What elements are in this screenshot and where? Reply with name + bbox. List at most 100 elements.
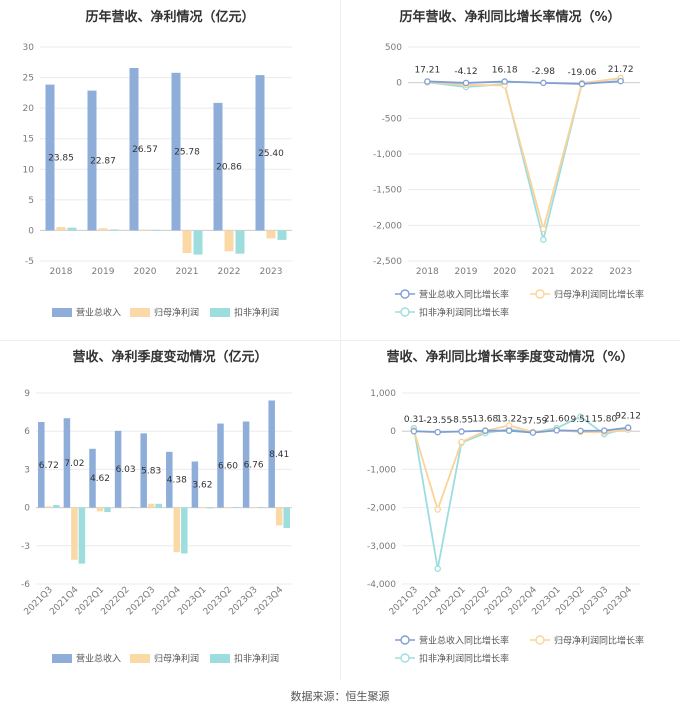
series-line — [413, 426, 629, 434]
chart-title: 营收、净利同比增长率季度变动情况（%） — [386, 349, 633, 365]
legend-marker — [400, 635, 410, 645]
y-tick-label: -2,500 — [373, 257, 402, 267]
series-point — [617, 77, 624, 85]
bar — [67, 227, 77, 231]
data-label: -37.59 — [518, 417, 547, 427]
bar — [171, 72, 181, 231]
series-point — [434, 506, 441, 513]
y-tick-label: -3,000 — [367, 542, 396, 552]
legend-label: 归母净利润同比增长率 — [554, 635, 644, 647]
chart-title: 营收、净利季度变动情况（亿元） — [72, 349, 267, 365]
x-tick-label: 2022 — [571, 267, 594, 277]
y-tick-label: 20 — [23, 104, 35, 114]
series-point — [424, 78, 431, 85]
quarterly-revenue-profit-chart: 营收、净利季度变动情况（亿元）9630-3-62021Q32021Q42022Q… — [21, 349, 292, 665]
data-label: 21.60 — [544, 414, 570, 424]
y-tick-label: -1,000 — [373, 150, 402, 160]
series-point — [434, 428, 441, 436]
legend-label: 扣非净利润 — [234, 307, 279, 319]
data-label: 6.76 — [244, 461, 264, 471]
bar — [232, 506, 239, 508]
legend-swatch — [210, 308, 230, 317]
data-label: 8.41 — [269, 450, 289, 460]
data-label: -2.98 — [532, 67, 556, 77]
annual-revenue-profit-chart: 历年营收、净利情况（亿元） 30 25 20 15 10 5 0 -5 2018 2019 2020 2… — [23, 9, 292, 319]
y-tick-label: 5 — [28, 196, 34, 206]
bar — [242, 421, 250, 508]
data-label: 92.12 — [615, 412, 641, 422]
bar — [268, 400, 275, 508]
series-point — [577, 427, 584, 435]
bar — [155, 503, 162, 508]
bar — [255, 75, 265, 231]
y-tick-label: -2,000 — [367, 504, 396, 514]
data-label: 20.86 — [216, 163, 242, 173]
legend-swatch — [130, 308, 150, 317]
y-tick-label: 0 — [390, 427, 396, 437]
bar — [173, 507, 181, 553]
x-tick-label: 2021 — [176, 267, 199, 277]
bar — [53, 505, 60, 508]
legend-swatch — [210, 654, 230, 663]
y-tick-label: 0 — [28, 226, 34, 236]
x-tick-label: 2018 — [50, 267, 73, 277]
legend-marker — [400, 307, 410, 317]
bar — [89, 448, 96, 508]
data-label: 23.85 — [48, 154, 74, 164]
legend-label: 扣非净利润同比增长率 — [419, 307, 509, 319]
data-label: 4.38 — [167, 476, 187, 486]
y-tick-label: 30 — [23, 43, 35, 53]
x-tick-label: 2019 — [455, 267, 478, 277]
y-tick-label: -2,000 — [373, 221, 402, 231]
series-line — [413, 424, 629, 513]
y-tick-label: 15 — [23, 135, 34, 145]
bar — [87, 90, 97, 231]
bar — [104, 507, 111, 513]
y-tick-label: 500 — [385, 43, 402, 53]
bar — [109, 229, 119, 231]
legend-label: 扣非净利润 — [234, 653, 279, 665]
y-tick-label: 0 — [24, 504, 30, 514]
data-label: -23.55 — [423, 416, 452, 426]
bar — [235, 230, 245, 254]
bar — [140, 433, 147, 508]
x-tick-label: 2020 — [493, 267, 516, 277]
data-label: 6.03 — [116, 465, 136, 475]
x-tick-label: 2020 — [134, 267, 157, 277]
bar — [224, 230, 234, 252]
bar — [147, 503, 155, 508]
series-point — [458, 438, 465, 446]
bar — [277, 230, 287, 240]
bar — [114, 430, 122, 508]
data-label: 0.31 — [404, 415, 424, 425]
data-source-note: 数据来源：恒生聚源 — [290, 690, 390, 703]
legend-label: 归母净利润 — [154, 307, 199, 319]
y-tick-label: 25 — [23, 74, 34, 84]
data-label: 26.57 — [132, 145, 158, 155]
y-tick-label: -5 — [25, 257, 34, 267]
bar — [129, 506, 137, 508]
bar — [266, 230, 276, 239]
bar — [182, 230, 192, 254]
bar — [275, 507, 283, 526]
bar — [38, 422, 45, 508]
bar — [122, 506, 129, 508]
x-tick-label: 2018 — [416, 267, 439, 277]
data-label: 6.60 — [218, 462, 238, 472]
legend-label: 营业总收入 — [76, 307, 121, 319]
y-tick-label: 1,000 — [370, 389, 396, 399]
legend-marker — [400, 653, 410, 663]
data-label: -8.55 — [450, 416, 473, 426]
series-point — [505, 427, 513, 434]
data-label: 25.78 — [174, 148, 200, 158]
bar — [45, 84, 55, 231]
legend-label: 营业总收入同比增长率 — [419, 635, 509, 647]
series-point — [462, 79, 470, 87]
horizontal-divider — [0, 340, 680, 341]
data-label: 5.83 — [141, 466, 161, 476]
data-label: 16.18 — [492, 66, 518, 76]
x-tick-label: 2022 — [218, 267, 241, 277]
series-line — [427, 80, 621, 85]
data-label: 13.22 — [496, 415, 522, 425]
